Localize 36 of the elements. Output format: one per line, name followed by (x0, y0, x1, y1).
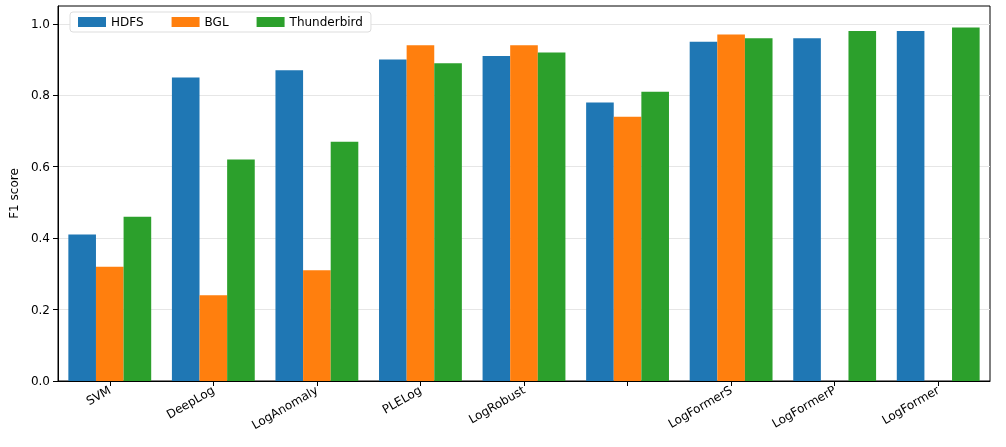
x-tick-label: SVM (83, 382, 114, 409)
bar (330, 141, 359, 381)
legend-label: HDFS (111, 15, 144, 29)
bar (510, 45, 538, 381)
y-tick-label: 1.0 (30, 16, 50, 31)
bar (641, 91, 669, 381)
legend-label: BGL (204, 15, 229, 29)
bar (227, 159, 255, 381)
bar (275, 70, 304, 381)
bar (717, 34, 745, 381)
legend-label: Thunderbird (288, 15, 363, 29)
bar (689, 41, 718, 381)
bar (896, 31, 925, 381)
y-tick-label: 0.8 (30, 88, 50, 103)
bar (123, 216, 152, 381)
bar (406, 45, 435, 381)
bar (68, 234, 96, 381)
y-tick-label: 0.6 (30, 159, 50, 174)
bar (379, 59, 407, 381)
bar (613, 116, 642, 381)
bar (95, 266, 124, 381)
bar (434, 63, 462, 381)
bar (744, 38, 773, 381)
y-axis-title: F1 score (7, 168, 21, 219)
bar (586, 102, 614, 381)
y-tick-label: 0.4 (30, 231, 50, 246)
bar (171, 77, 200, 381)
bar (482, 56, 511, 381)
y-tick-label: 0.2 (30, 302, 50, 317)
bar (952, 27, 980, 381)
bar (793, 38, 821, 381)
bar (537, 52, 566, 381)
y-tick-label: 0.0 (30, 374, 50, 388)
bar (848, 31, 877, 381)
bar (303, 270, 331, 381)
bar (199, 295, 228, 381)
